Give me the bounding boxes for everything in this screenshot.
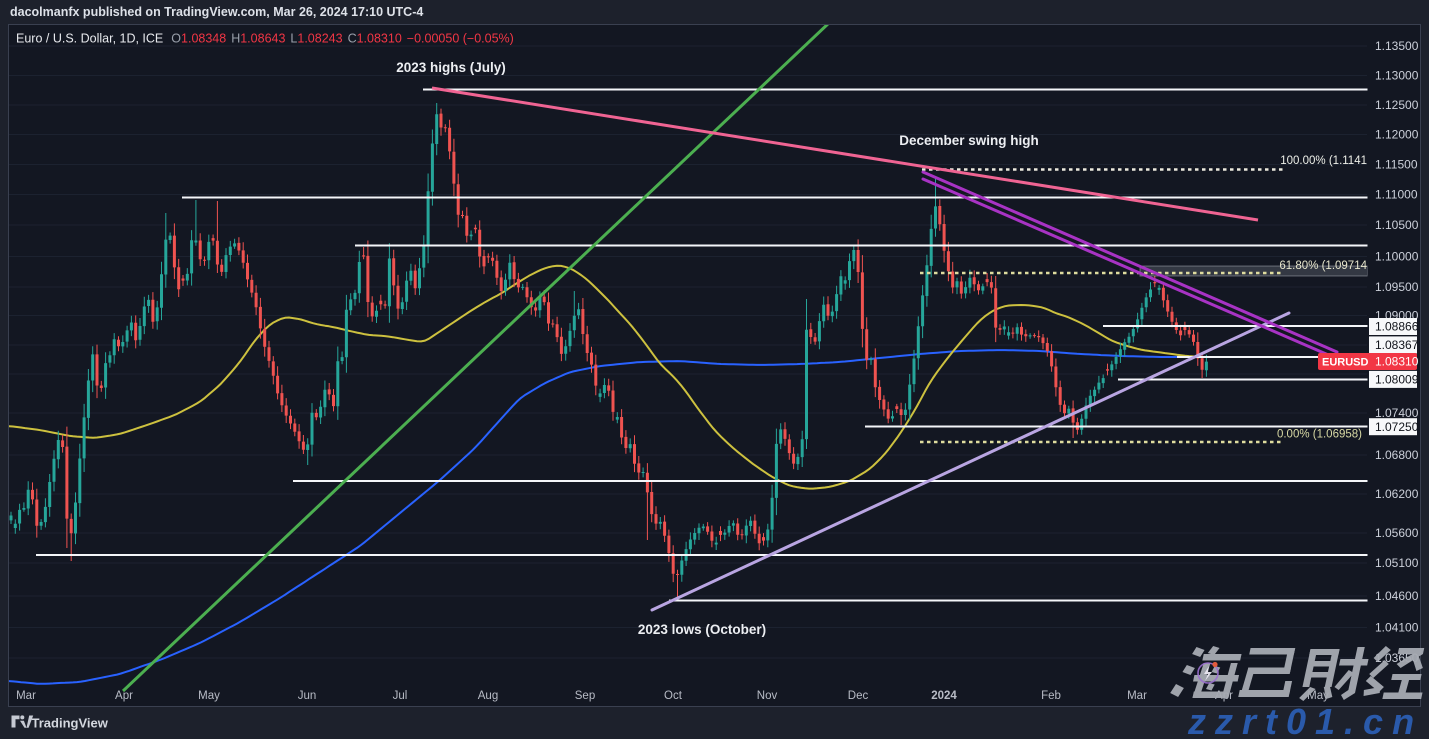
svg-text:1.11000: 1.11000 [1375, 188, 1418, 202]
svg-text:May: May [198, 690, 220, 702]
svg-text:Mar: Mar [1127, 690, 1147, 702]
svg-text:1.04100: 1.04100 [1375, 621, 1419, 635]
svg-text:1.10500: 1.10500 [1375, 218, 1419, 232]
svg-text:1.08367: 1.08367 [1375, 338, 1419, 352]
svg-text:December swing high: December swing high [899, 133, 1039, 148]
svg-text:2024: 2024 [931, 690, 957, 702]
svg-text:Nov: Nov [757, 690, 778, 702]
svg-text:1.08310: 1.08310 [1375, 355, 1419, 369]
svg-text:0.00% (1.06958): 0.00% (1.06958) [1277, 429, 1362, 441]
svg-text:100.00% (1.1141: 100.00% (1.1141 [1280, 155, 1367, 167]
svg-text:Aug: Aug [478, 690, 498, 702]
svg-text:2023 highs (July): 2023 highs (July) [396, 60, 506, 75]
svg-text:1.11500: 1.11500 [1375, 158, 1418, 172]
svg-text:Mar: Mar [16, 690, 36, 702]
svg-text:1.06800: 1.06800 [1375, 448, 1419, 462]
svg-text:1.04600: 1.04600 [1375, 589, 1419, 603]
svg-text:1.12000: 1.12000 [1375, 128, 1419, 142]
svg-text:1.12500: 1.12500 [1375, 98, 1419, 112]
svg-text:61.80% (1.09714: 61.80% (1.09714 [1279, 260, 1367, 272]
svg-text:1.08866: 1.08866 [1375, 320, 1419, 334]
svg-text:Feb: Feb [1041, 690, 1061, 702]
svg-text:May: May [1307, 690, 1329, 702]
svg-text:TradingView: TradingView [32, 716, 109, 731]
svg-text:1.10000: 1.10000 [1375, 250, 1419, 264]
svg-text:2023 lows (October): 2023 lows (October) [638, 622, 766, 637]
svg-text:1.07400: 1.07400 [1375, 406, 1419, 420]
svg-text:1.13500: 1.13500 [1375, 39, 1419, 53]
svg-text:zzrt01.cn: zzrt01.cn [1187, 701, 1423, 739]
svg-text:1.09500: 1.09500 [1375, 280, 1419, 294]
svg-text:Jun: Jun [298, 690, 317, 702]
svg-text:Apr: Apr [115, 690, 133, 702]
svg-text:Sep: Sep [575, 690, 595, 702]
svg-text:1.05600: 1.05600 [1375, 526, 1419, 540]
svg-text:dacolmanfx published on Tradin: dacolmanfx published on TradingView.com,… [10, 5, 423, 19]
svg-text:1.13000: 1.13000 [1375, 69, 1419, 83]
svg-text:EURUSD: EURUSD [1322, 357, 1369, 369]
svg-text:1.06200: 1.06200 [1375, 487, 1419, 501]
svg-text:1.07250: 1.07250 [1375, 420, 1419, 434]
svg-text:1.05100: 1.05100 [1375, 556, 1419, 570]
svg-text:Oct: Oct [664, 690, 683, 702]
svg-text:Dec: Dec [848, 690, 869, 702]
svg-text:Jul: Jul [393, 690, 408, 702]
svg-text:1.08009: 1.08009 [1375, 373, 1419, 387]
